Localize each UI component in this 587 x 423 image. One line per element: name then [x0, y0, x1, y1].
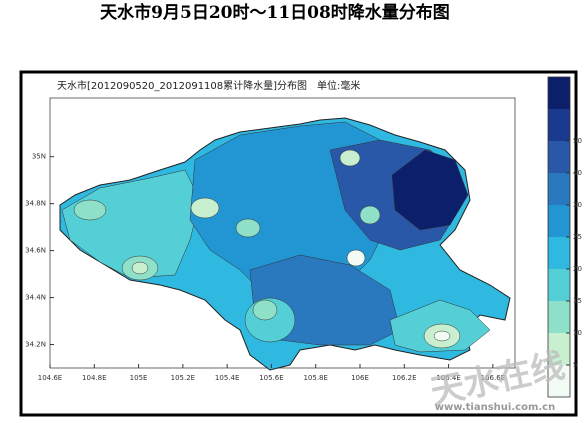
colorbar-label: 25 — [573, 233, 582, 241]
x-tick-label: 105.8E — [303, 374, 327, 382]
colorbar-segment — [548, 301, 570, 333]
colorbar-segment — [548, 365, 570, 397]
y-tick-label: 34.2N — [25, 341, 46, 349]
colorbar-label: 20 — [573, 265, 582, 273]
x-tick-label: 106.2E — [392, 374, 416, 382]
x-tick-label: 105E — [130, 374, 148, 382]
page-title: 天水市9月5日20时～11日08时降水量分布图 — [100, 2, 450, 23]
x-tick-label: 104.8E — [82, 374, 106, 382]
colorbar-label: 30 — [573, 201, 582, 209]
colorbar: 5 10 15 20 25 30 40 50 — [547, 76, 582, 398]
colorbar-segment — [548, 173, 570, 205]
watermark-url: www.tianshui.com.cn — [435, 402, 555, 413]
axes: 104.6E 104.8E 105E 105.2E 105.4E 105.6E 105.8E… — [25, 153, 505, 382]
colorbar-segment — [548, 269, 570, 301]
colorbar-label: 10 — [573, 329, 582, 337]
colorbar-segment — [548, 141, 570, 173]
x-tick-label: 105.4E — [215, 374, 239, 382]
y-tick-label: 35N — [32, 153, 46, 161]
colorbar-segment — [548, 333, 570, 365]
x-tick-label: 106E — [351, 374, 369, 382]
x-tick-label: 106.6E — [481, 374, 505, 382]
x-tick-label: 105.2E — [171, 374, 195, 382]
y-tick-label: 34.4N — [25, 294, 46, 302]
precip-map — [59, 117, 511, 371]
colorbar-segment — [548, 77, 570, 109]
x-tick-label: 105.6E — [259, 374, 283, 382]
colorbar-label: 15 — [573, 297, 582, 305]
map-title: 天水市[2012090520_2012091108累计降水量]分布图 单位:毫米 — [57, 79, 360, 92]
y-tick-label: 34.6N — [25, 247, 46, 255]
colorbar-segment — [548, 205, 570, 237]
colorbar-label: 5 — [573, 361, 577, 369]
colorbar-segment — [548, 237, 570, 269]
colorbar-label: 40 — [573, 169, 582, 177]
x-tick-label: 106.4E — [436, 374, 460, 382]
x-tick-label: 104.6E — [38, 374, 62, 382]
colorbar-label: 50 — [573, 137, 582, 145]
y-tick-label: 34.8N — [25, 200, 46, 208]
colorbar-segment — [548, 109, 570, 141]
